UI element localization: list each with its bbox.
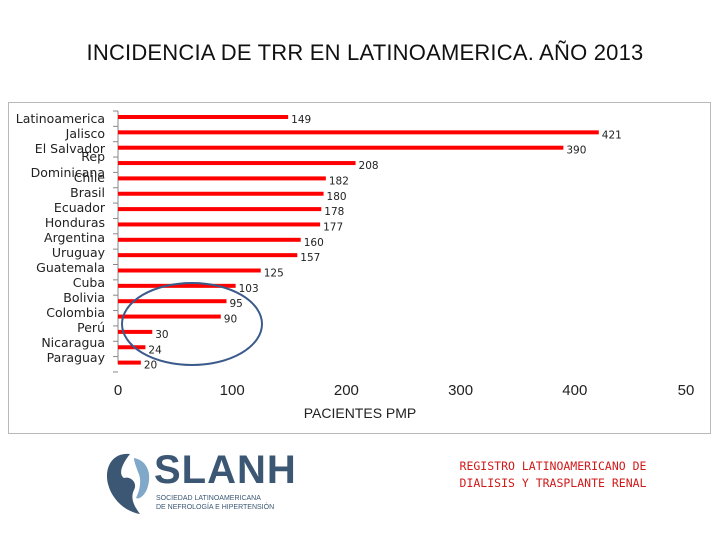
bar bbox=[118, 130, 599, 135]
bar bbox=[118, 207, 322, 212]
category-label: Ecuador bbox=[54, 200, 106, 215]
bar bbox=[118, 191, 324, 196]
bar bbox=[118, 299, 227, 304]
x-tick-label: 200 bbox=[334, 382, 359, 399]
highlight-circle bbox=[121, 282, 263, 366]
bar bbox=[118, 283, 236, 288]
category-label: Rep bbox=[81, 149, 105, 164]
bar bbox=[118, 161, 356, 166]
category-label: Bolivia bbox=[63, 290, 105, 305]
category-label: Perú bbox=[77, 320, 105, 335]
category-label: Nicaragua bbox=[41, 335, 105, 350]
bar-value-label: 103 bbox=[239, 283, 259, 295]
logo-wordmark: SLANH bbox=[154, 448, 297, 492]
category-label: Uruguay bbox=[52, 245, 106, 260]
bar-value-label: 180 bbox=[327, 191, 347, 203]
x-tick-label: 50 bbox=[678, 382, 695, 399]
category-label: Cuba bbox=[73, 275, 105, 290]
category-label: Latinoamerica bbox=[16, 111, 105, 126]
bar-value-label: 90 bbox=[224, 314, 237, 326]
bar-value-label: 30 bbox=[155, 329, 168, 341]
chart-title: INCIDENCIA DE TRR EN LATINOAMERICA. AÑO … bbox=[86, 40, 644, 65]
bar-value-label: 157 bbox=[300, 252, 320, 264]
slanh-logo: SLANH SOCIEDAD LATINOAMERICANA DE NEFROL… bbox=[100, 446, 296, 520]
category-label: Argentina bbox=[44, 230, 105, 245]
category-label: Colombia bbox=[46, 305, 105, 320]
bar bbox=[118, 314, 221, 319]
category-label: Honduras bbox=[45, 215, 105, 230]
bar bbox=[118, 345, 146, 350]
bar bbox=[118, 115, 289, 119]
bar-value-label: 149 bbox=[291, 114, 311, 126]
category-label: Paraguay bbox=[47, 350, 106, 365]
bar-value-label: 125 bbox=[264, 268, 284, 280]
logo-subtitle-1: SOCIEDAD LATINOAMERICANA bbox=[156, 495, 261, 502]
bar bbox=[118, 222, 321, 227]
bar-value-label: 160 bbox=[304, 237, 324, 249]
bar-value-label: 20 bbox=[144, 360, 157, 372]
bar-value-label: 208 bbox=[359, 160, 379, 172]
x-tick-label: 400 bbox=[562, 382, 587, 399]
bar bbox=[118, 176, 326, 181]
category-label: Chile bbox=[74, 170, 106, 185]
footer-line-1: REGISTRO LATINOAMERICANO DE bbox=[459, 459, 647, 473]
bar-value-label: 421 bbox=[602, 129, 622, 141]
bar bbox=[118, 237, 301, 242]
category-label: Brasil bbox=[70, 185, 105, 200]
category-label: Guatemala bbox=[36, 260, 105, 275]
category-label: Dominicana bbox=[31, 165, 105, 180]
logo-subtitle-2: DE NEFROLOGÍA E HIPERTENSIÓN bbox=[156, 504, 275, 511]
x-axis-label: PACIENTES PMP bbox=[304, 405, 417, 421]
bar-value-label: 95 bbox=[229, 298, 242, 310]
bar-value-label: 177 bbox=[323, 221, 343, 233]
bar bbox=[118, 329, 153, 334]
footer-line-2: DIALISIS Y TRASPLANTE RENAL bbox=[459, 476, 647, 490]
kidney-logo-icon bbox=[106, 453, 150, 514]
x-tick-label: 0 bbox=[114, 382, 122, 399]
bar bbox=[118, 145, 564, 150]
bar-value-label: 178 bbox=[324, 206, 344, 218]
bar-value-label: 24 bbox=[148, 344, 162, 356]
x-tick-label: 300 bbox=[448, 382, 473, 399]
bar bbox=[118, 360, 141, 365]
category-label: El Salvador bbox=[35, 141, 106, 156]
chart-frame bbox=[8, 102, 711, 434]
category-label: Jalisco bbox=[65, 126, 105, 141]
bar bbox=[118, 268, 261, 273]
bar bbox=[118, 253, 298, 258]
footer-source: REGISTRO LATINOAMERICANO DE DIALISIS Y T… bbox=[418, 458, 688, 492]
x-tick-label: 100 bbox=[220, 382, 245, 399]
bar-value-label: 390 bbox=[566, 145, 586, 157]
bar-value-label: 182 bbox=[329, 175, 349, 187]
